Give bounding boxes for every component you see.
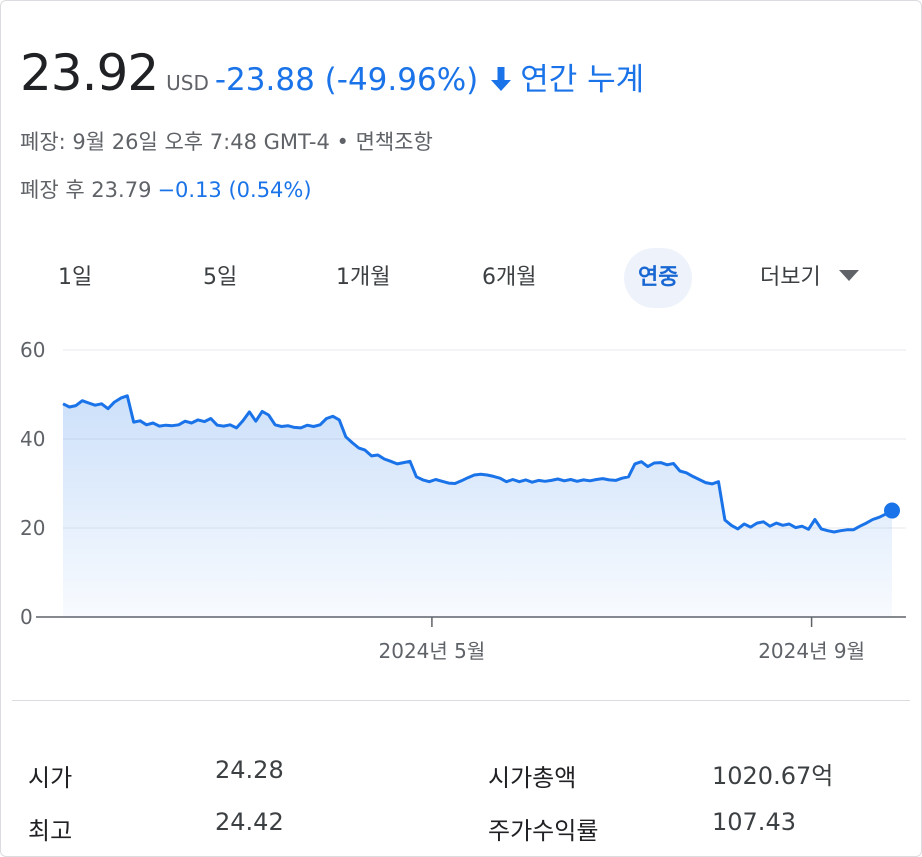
stat-value-mktcap: 1020.67억 [712,762,834,790]
stat-value-high: 24.42 [215,808,284,836]
price-header: 23.92 USD -23.88 (-49.96%) 연간 누계 [20,44,644,108]
tab-1m[interactable]: 1개월 [336,265,391,290]
y-tick-label-0: 0 [20,605,33,629]
tab-5d[interactable]: 5일 [203,265,238,290]
after-hours-label: 폐장 후 23.79 [20,178,152,202]
tab-more[interactable]: 더보기 [760,248,859,308]
tab-6m[interactable]: 6개월 [482,265,537,290]
divider [12,700,910,701]
after-hours-info: 폐장 후 23.79 −0.13 (0.54%) [20,174,312,204]
after-hours-change: −0.13 (0.54%) [157,178,312,202]
close-info: 폐장: 9월 26일 오후 7:48 GMT-4 • 면책조항 [20,130,433,154]
x-tick-label-0: 2024년 5월 [379,639,486,663]
period-label: 연간 누계 [520,62,645,98]
more-label: 더보기 [760,265,821,290]
tab-1d[interactable]: 1일 [58,265,93,290]
stat-label-high: 최고 [28,817,73,845]
arrow-down-icon [490,66,512,92]
y-tick-label-40: 40 [20,427,45,451]
currency-label: USD [166,71,209,95]
stat-value-open: 24.28 [215,756,284,784]
current-price: 23.92 [20,44,159,102]
stat-label-mktcap: 시가총액 [488,764,577,792]
last-price-marker [884,502,900,519]
stat-label-open: 시가 [28,764,73,792]
stat-label-pe: 주가수익률 [488,817,599,845]
x-tick-label-1: 2024년 9월 [758,639,865,663]
y-tick-label-60: 60 [20,338,45,362]
caret-down-icon [838,269,859,281]
price-change: -23.88 (-49.96%) [214,62,479,98]
tab-ytd[interactable]: 연중 [624,248,693,308]
y-tick-label-20: 20 [20,516,45,540]
area-fill [63,395,892,617]
range-tabs: 1일 5일 1개월 6개월 연중 더보기 [0,248,922,308]
stat-value-pe: 107.43 [712,808,796,836]
price-chart[interactable]: 0 20 40 60 2024년 5월 2024년 9월 [0,320,922,680]
price-line [62,394,893,534]
